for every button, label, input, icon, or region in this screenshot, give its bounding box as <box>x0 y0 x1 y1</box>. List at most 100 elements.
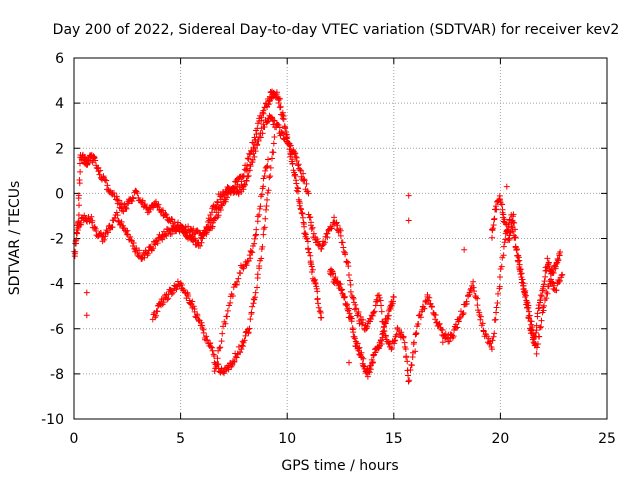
data-point <box>428 304 435 311</box>
data-point <box>235 275 242 282</box>
data-point <box>544 290 551 297</box>
data-point <box>76 202 83 209</box>
data-point <box>76 177 83 184</box>
data-point <box>199 235 206 242</box>
data-point <box>249 156 256 163</box>
data-point <box>262 215 269 222</box>
data-point <box>286 143 293 150</box>
data-point <box>538 293 545 300</box>
data-point <box>355 309 362 316</box>
data-point <box>195 316 202 323</box>
data-point <box>525 315 532 322</box>
data-point <box>77 221 84 228</box>
y-tick-label: 2 <box>55 141 64 157</box>
data-point <box>121 201 128 208</box>
data-point <box>259 243 266 250</box>
data-point <box>533 322 540 329</box>
data-point <box>178 223 185 230</box>
data-point <box>217 344 224 351</box>
data-point <box>474 302 481 309</box>
data-point <box>508 223 515 230</box>
data-point <box>520 285 527 292</box>
data-point <box>162 211 169 218</box>
data-point <box>378 308 385 315</box>
data-point <box>221 192 228 199</box>
data-point <box>555 257 562 264</box>
data-point <box>492 316 499 323</box>
data-point <box>118 200 125 207</box>
data-point <box>465 292 472 299</box>
data-point <box>247 255 254 262</box>
data-point <box>461 246 468 253</box>
data-point <box>194 312 201 319</box>
data-point <box>548 278 555 285</box>
data-point <box>76 160 83 167</box>
data-point <box>325 226 332 233</box>
data-point <box>503 183 510 190</box>
data-point <box>265 187 272 194</box>
data-point <box>318 245 325 252</box>
data-point <box>322 239 329 246</box>
data-point <box>436 320 443 327</box>
data-point <box>360 355 367 362</box>
data-point <box>260 183 267 190</box>
data-point <box>268 155 275 162</box>
data-point <box>216 345 223 352</box>
data-point <box>154 308 161 315</box>
data-point <box>265 100 272 107</box>
data-point <box>237 270 244 277</box>
data-point <box>279 109 286 116</box>
data-point <box>127 233 134 240</box>
data-point <box>518 279 525 286</box>
data-point <box>313 285 320 292</box>
data-point <box>218 338 225 345</box>
data-point <box>460 310 467 317</box>
data-point <box>295 188 302 195</box>
y-tick-label: 6 <box>55 51 64 67</box>
data-point <box>489 337 496 344</box>
data-point <box>257 134 264 141</box>
data-point <box>299 214 306 221</box>
data-point <box>349 294 356 301</box>
data-point <box>499 206 506 213</box>
data-point <box>315 304 322 311</box>
data-point <box>243 177 250 184</box>
data-point <box>452 321 459 328</box>
data-point <box>115 197 122 204</box>
data-point <box>105 229 112 236</box>
data-point <box>277 103 284 110</box>
data-point <box>119 207 126 214</box>
data-point <box>246 325 253 332</box>
data-point <box>180 227 187 234</box>
data-point <box>134 190 141 197</box>
data-point <box>258 255 265 262</box>
data-point <box>198 319 205 326</box>
data-point <box>224 313 231 320</box>
data-point <box>212 365 219 372</box>
data-point <box>144 252 151 259</box>
data-point <box>544 255 551 262</box>
data-point <box>549 279 556 286</box>
data-point <box>348 318 355 325</box>
data-point <box>101 176 108 183</box>
data-point <box>412 331 419 338</box>
data-point <box>540 307 547 314</box>
plot-frame <box>73 57 608 420</box>
data-point <box>331 214 338 221</box>
y-tick-label: 4 <box>55 96 64 112</box>
data-point <box>375 343 382 350</box>
data-point <box>427 300 434 307</box>
data-point <box>421 305 428 312</box>
data-point <box>234 188 241 195</box>
data-point <box>324 234 331 241</box>
data-point <box>254 271 261 278</box>
data-point <box>75 218 82 225</box>
data-point <box>152 314 159 321</box>
data-point <box>388 344 395 351</box>
data-point <box>72 248 79 255</box>
data-point <box>398 329 405 336</box>
data-point <box>241 337 248 344</box>
data-point <box>264 196 271 203</box>
data-point <box>160 207 167 214</box>
data-point <box>276 95 283 102</box>
